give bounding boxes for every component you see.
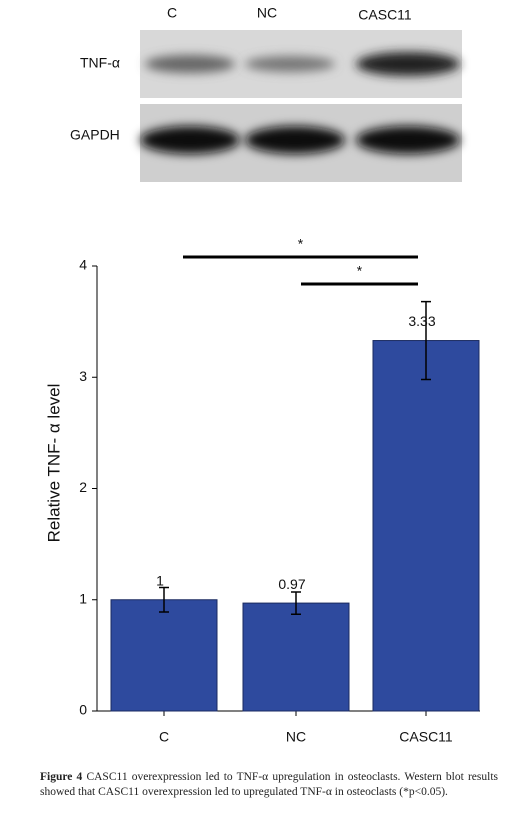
lane-label: NC: [257, 5, 277, 21]
bar: [110, 599, 218, 712]
y-axis-label: Relative TNF- α level: [44, 384, 63, 543]
bar: [372, 340, 480, 712]
caption-label: Figure 4: [40, 771, 83, 783]
caption-text: CASC11 overexpression led to TNF-α upreg…: [40, 771, 499, 798]
x-tick-label: C: [159, 729, 169, 745]
band: [245, 56, 335, 72]
bar: [242, 602, 350, 712]
error-bar: [159, 586, 169, 613]
lane-label: CASC11: [358, 7, 412, 23]
significance-mark: *: [357, 263, 363, 279]
y-tick-label: 3: [79, 368, 87, 384]
error-bar: [291, 591, 301, 615]
y-tick-label: 1: [79, 590, 87, 606]
caption: Figure 4 CASC11 overexpression led to TN…: [40, 770, 498, 800]
x-tick-label: NC: [286, 729, 306, 745]
lane-label: C: [167, 5, 177, 21]
value-label: 3.33: [408, 313, 435, 329]
x-tick-label: CASC11: [399, 729, 453, 745]
band: [145, 55, 235, 73]
error-bar: [421, 300, 431, 381]
row-label: TNF-α: [80, 55, 120, 71]
band: [245, 126, 345, 154]
value-label: 1: [156, 572, 164, 588]
y-tick-label: 0: [79, 702, 87, 718]
figure: C NC CASC11 TNF-α GAPDH Relative TNF- α …: [44, 5, 480, 745]
band: [356, 52, 460, 76]
row-label: GAPDH: [70, 127, 120, 143]
y-tick-label: 4: [79, 257, 87, 273]
band: [140, 126, 240, 154]
y-tick-label: 2: [79, 479, 87, 495]
band: [356, 126, 460, 154]
significance-mark: *: [298, 236, 304, 252]
value-label: 0.97: [278, 576, 305, 592]
